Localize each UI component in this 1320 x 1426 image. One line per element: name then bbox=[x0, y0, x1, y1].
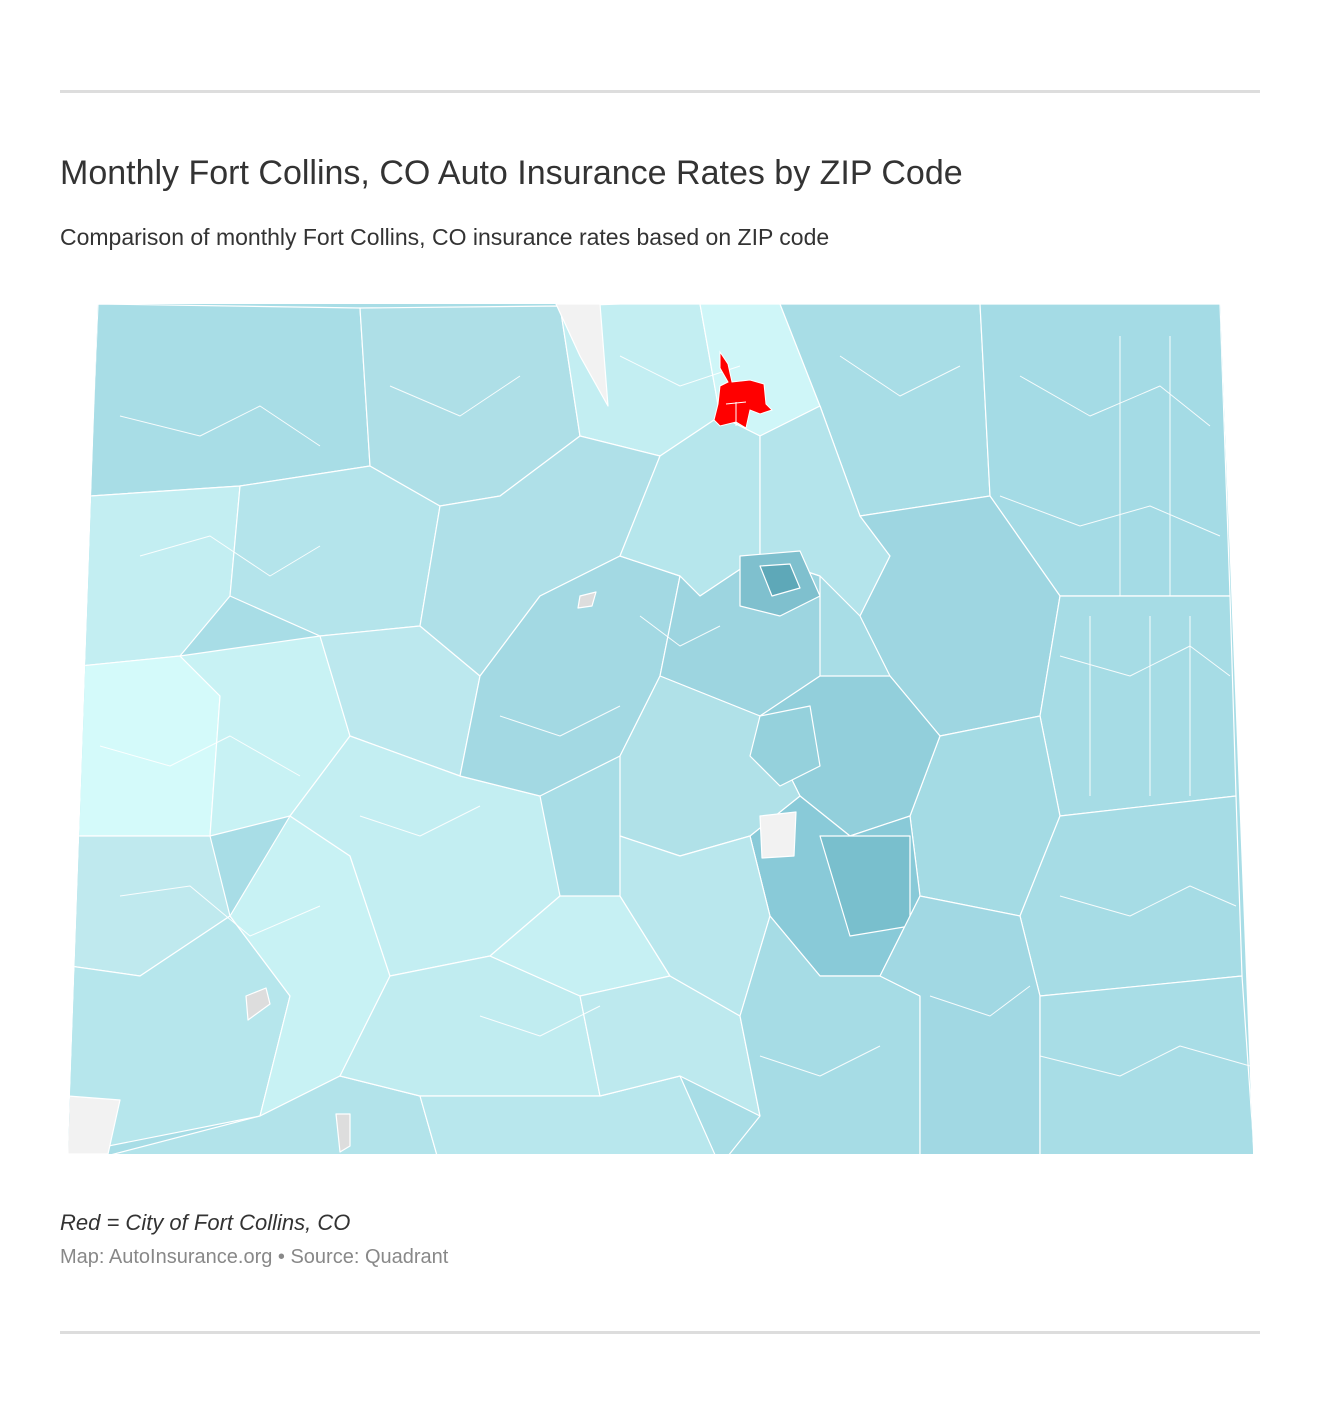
outside-area-north bbox=[555, 304, 609, 407]
no-data-area-2 bbox=[245, 987, 271, 1021]
zip-region-west-2 bbox=[73, 655, 221, 837]
no-data-area-3 bbox=[335, 1113, 351, 1153]
bottom-divider bbox=[60, 1331, 1260, 1334]
zip-region-southeast-3 bbox=[1039, 975, 1253, 1154]
outside-area-sw bbox=[68, 1095, 121, 1154]
top-divider bbox=[60, 90, 1260, 93]
zip-region-southeast-2 bbox=[879, 895, 1041, 1154]
page-title: Monthly Fort Collins, CO Auto Insurance … bbox=[60, 154, 963, 192]
zip-region-nw bbox=[89, 304, 371, 497]
no-data-area-4 bbox=[577, 591, 597, 609]
no-data-area-1 bbox=[759, 811, 797, 859]
zip-region-central-west-1 bbox=[229, 465, 441, 637]
zip-region-south-central-3 bbox=[419, 1075, 721, 1154]
source-credit: Map: AutoInsurance.org • Source: Quadran… bbox=[60, 1246, 449, 1268]
zip-region-denver-core bbox=[759, 563, 801, 597]
legend-note: Red = City of Fort Collins, CO bbox=[60, 1210, 351, 1235]
zip-region-east-plains-2 bbox=[1039, 595, 1237, 817]
fort-collins-highlight bbox=[713, 350, 773, 429]
page-subtitle: Comparison of monthly Fort Collins, CO i… bbox=[60, 224, 830, 250]
zip-region-springs-metro bbox=[749, 705, 821, 787]
colorado-zip-map bbox=[68, 304, 1253, 1154]
